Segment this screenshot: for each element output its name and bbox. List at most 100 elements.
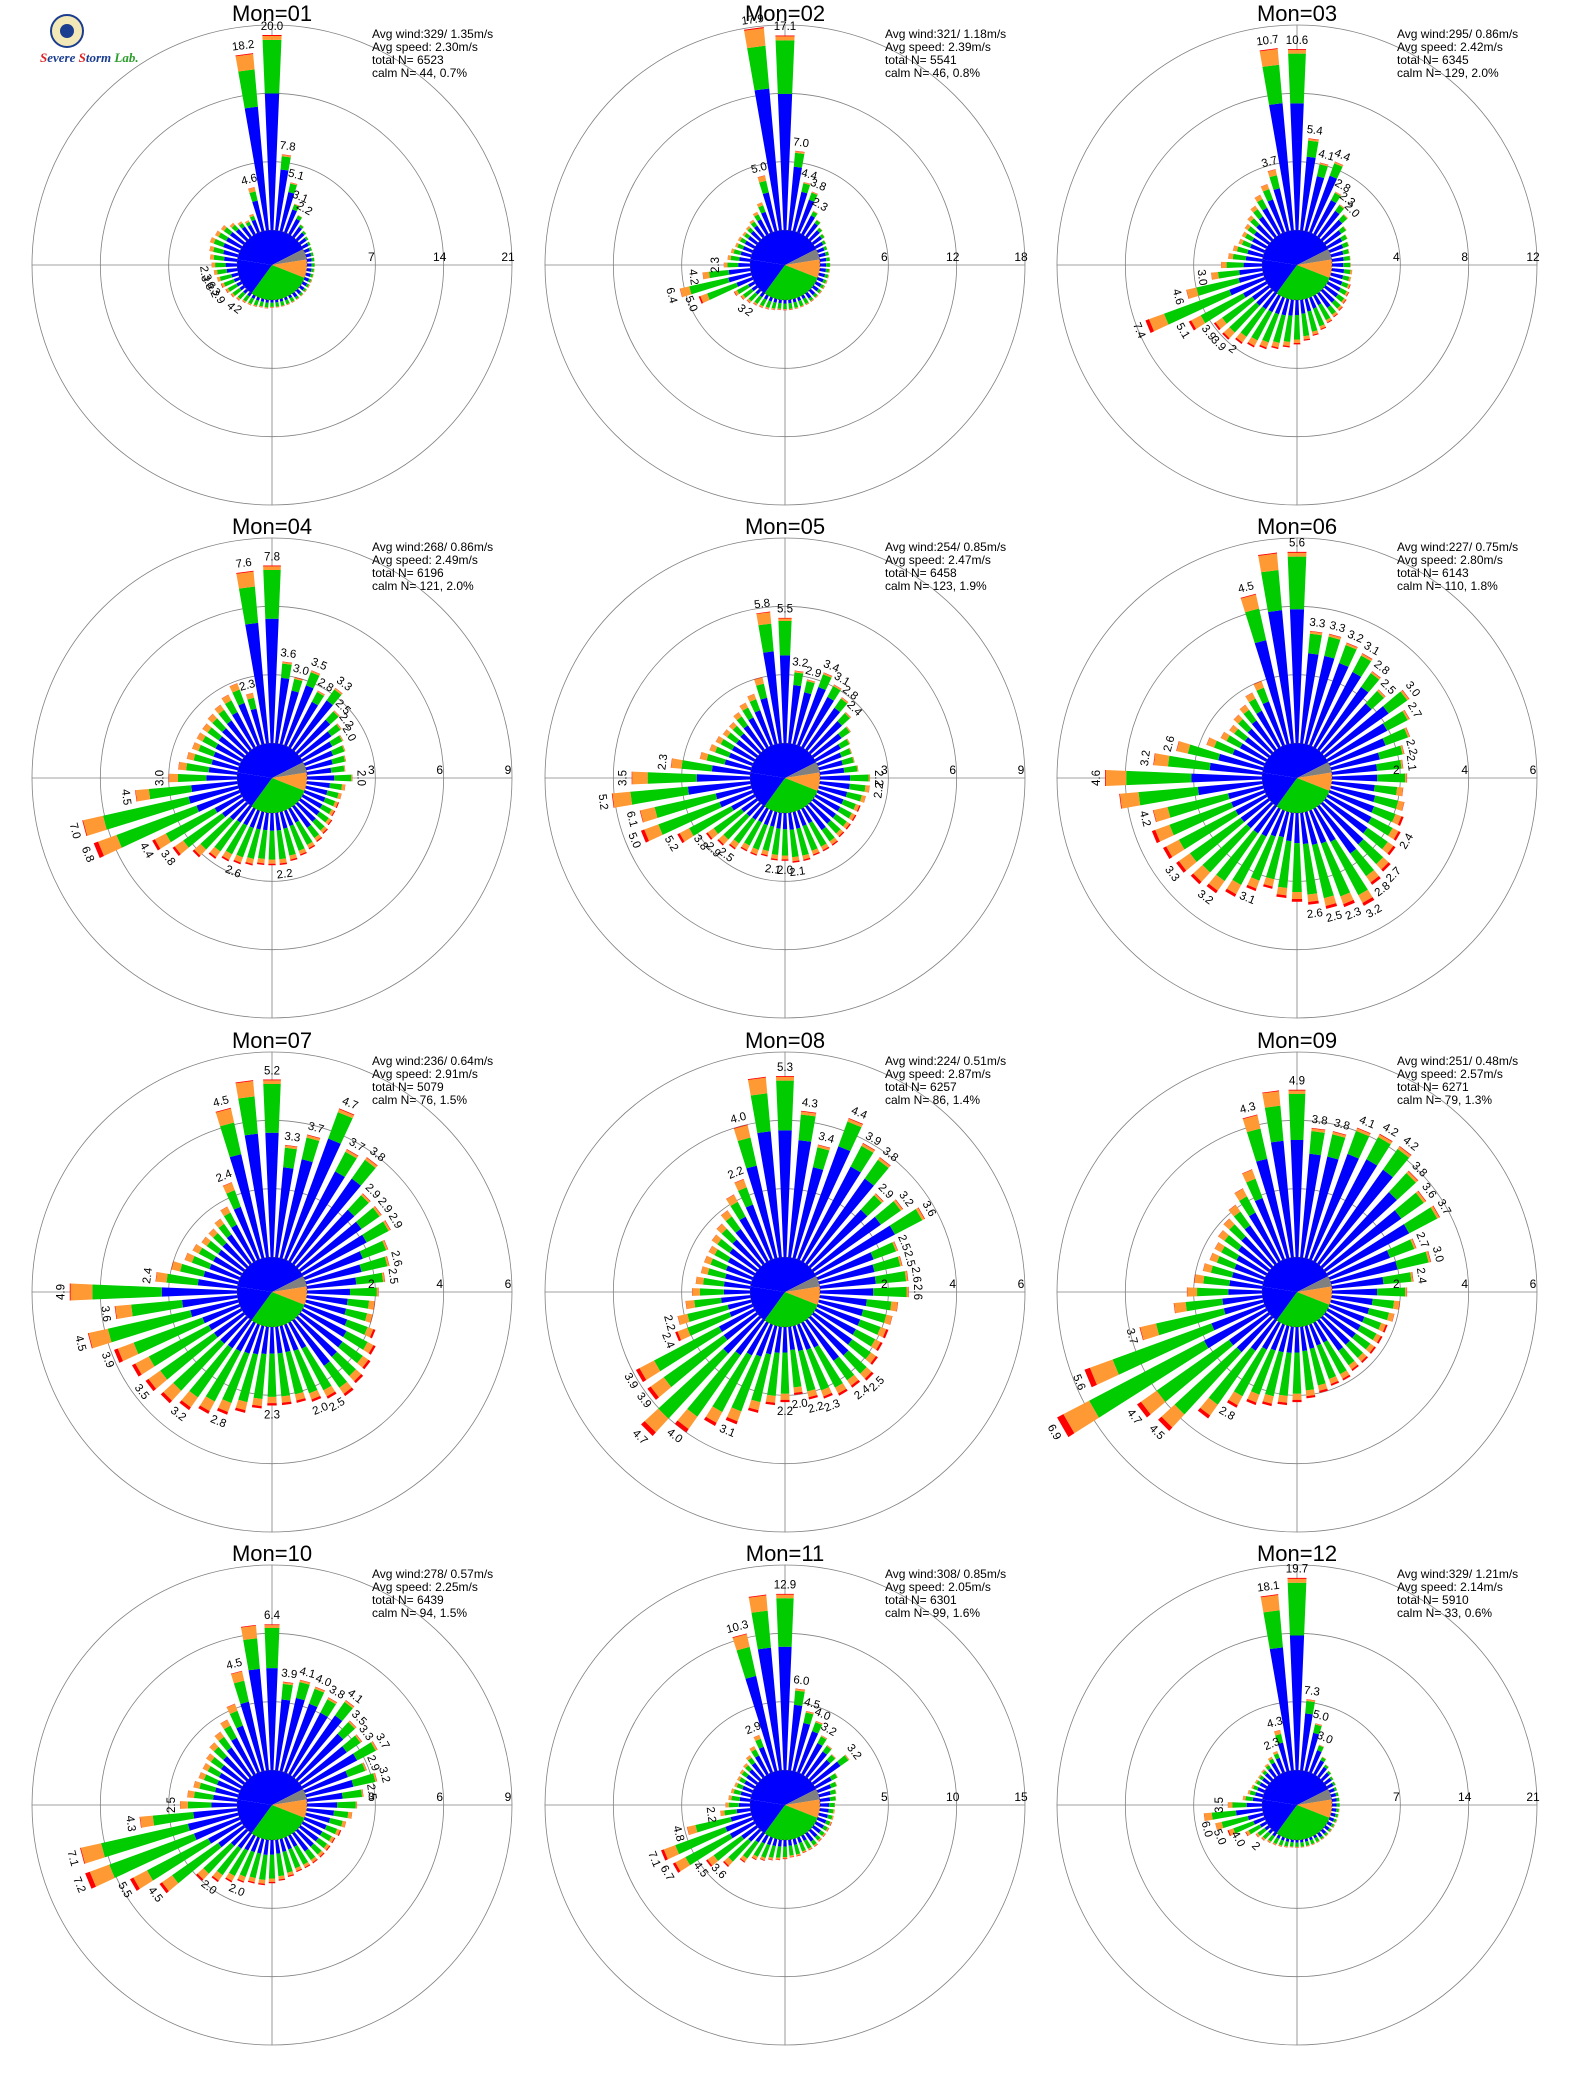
bar-segment: [1330, 272, 1344, 280]
bar-value-label: 2.0: [777, 865, 793, 877]
bar-segment: [750, 230, 762, 242]
bar-segment: [381, 1272, 385, 1283]
bar-segment: [1238, 238, 1241, 244]
bar-segment: [797, 199, 815, 234]
bar-segment: [1272, 1842, 1277, 1846]
bar-sector-1: [275, 154, 292, 231]
bar-segment: [811, 285, 819, 292]
bar-segment: [1304, 1732, 1320, 1772]
bar-segment: [294, 295, 299, 300]
bar-segment: [1392, 1313, 1395, 1322]
bar-value-label: 3.7: [1124, 1327, 1140, 1346]
bar-segment: [822, 279, 827, 284]
bar-segment: [800, 305, 804, 308]
bar-segment: [721, 1228, 737, 1244]
bar-segment: [313, 257, 315, 262]
bar-segment: [315, 1686, 326, 1692]
bar-segment: [299, 1680, 311, 1685]
bar-segment: [814, 1844, 818, 1848]
bar-sector-30: [1158, 1315, 1274, 1431]
bar-segment: [1334, 191, 1342, 197]
bar-value-label: 2.9: [744, 1720, 763, 1737]
bar-segment: [801, 1742, 823, 1776]
bar-sector-31: [145, 1312, 246, 1392]
bar-segment: [818, 785, 848, 798]
bar-segment: [117, 1342, 139, 1362]
bar-segment: [761, 1834, 769, 1844]
bar-segment: [739, 1216, 769, 1263]
bar-segment: [304, 236, 309, 241]
bar-value-label: 6.9: [1045, 1422, 1063, 1442]
bar-segment: [239, 1850, 255, 1877]
bar-sector-20: [288, 1834, 311, 1869]
bar-value-label: 5.2: [596, 793, 610, 810]
bar-segment: [812, 292, 818, 298]
bar-sector-46: [1267, 169, 1290, 232]
bar-segment: [828, 274, 830, 279]
bar-segment: [1319, 324, 1326, 329]
bar-segment: [741, 1771, 749, 1778]
bar-segment: [258, 306, 263, 308]
bar-segment: [1329, 1829, 1333, 1833]
bar-segment: [1251, 1784, 1253, 1789]
bar-segment: [1268, 1758, 1275, 1765]
bar-segment: [826, 1827, 830, 1832]
bar-segment: [1258, 553, 1279, 573]
bar-value-label: 2.1: [1404, 754, 1418, 771]
bar-segment: [811, 798, 836, 818]
bar-value-label: 2.7: [1384, 865, 1404, 885]
bar-segment: [193, 1791, 214, 1800]
bar-sector-9: [1328, 1786, 1338, 1793]
bar-sector-35: [114, 1295, 238, 1320]
bar-segment: [188, 785, 239, 804]
bar-segment: [1393, 831, 1401, 841]
bar-value-label: 4.5: [119, 789, 133, 806]
chart-stat-line: total N= 5541: [885, 53, 957, 67]
bar-segment: [1241, 240, 1252, 248]
bar-segment: [247, 828, 261, 859]
bar-segment: [770, 858, 778, 861]
bar-segment: [384, 1256, 390, 1267]
bar-value-label: 6.0: [1199, 1820, 1215, 1839]
bar-segment: [1247, 1812, 1264, 1821]
bar-segment: [213, 270, 215, 276]
ring-tick-label: 6: [1530, 763, 1537, 777]
ring-tick-label: 6: [949, 763, 956, 777]
bar-segment: [747, 1407, 759, 1413]
bar-segment: [1317, 1318, 1344, 1351]
bar-segment: [226, 1703, 236, 1708]
bar-value-label: 4.4: [849, 1105, 869, 1122]
bar-segment: [85, 1871, 96, 1889]
bar-sector-19: [805, 1318, 861, 1388]
chart-stat-line: Avg speed: 2.91m/s: [372, 1067, 478, 1081]
ring-tick-label: 6: [1530, 1277, 1537, 1291]
bar-segment: [795, 150, 805, 153]
bar-segment: [155, 1271, 168, 1283]
bar-segment: [1335, 1819, 1338, 1824]
bar-sector-18: [1320, 288, 1343, 311]
bar-segment: [245, 692, 255, 700]
bar-segment: [702, 271, 710, 280]
bar-segment: [788, 166, 802, 231]
bar-segment: [742, 231, 746, 236]
bar-segment: [864, 785, 870, 793]
bar-sector-15: [816, 1817, 832, 1827]
bar-segment: [281, 305, 285, 307]
hub-slice-calm: [785, 1789, 820, 1805]
bar-segment: [754, 225, 765, 239]
bar-segment: [334, 688, 343, 695]
bar-segment: [275, 306, 280, 308]
bar-segment: [845, 791, 862, 802]
hub-slice-blue: [750, 742, 817, 778]
bar-segment: [373, 1772, 377, 1782]
bar-value-label: 4.5: [145, 1885, 164, 1905]
bar-segment: [1215, 1823, 1218, 1831]
bar-segment: [344, 755, 347, 762]
bar-segment: [740, 295, 744, 300]
bar-segment: [802, 297, 809, 305]
bar-segment: [1287, 551, 1307, 553]
bar-segment: [816, 219, 821, 223]
bar-value-label: 2.2: [872, 770, 884, 786]
bar-segment: [829, 1796, 836, 1801]
bar-segment: [1163, 289, 1232, 325]
